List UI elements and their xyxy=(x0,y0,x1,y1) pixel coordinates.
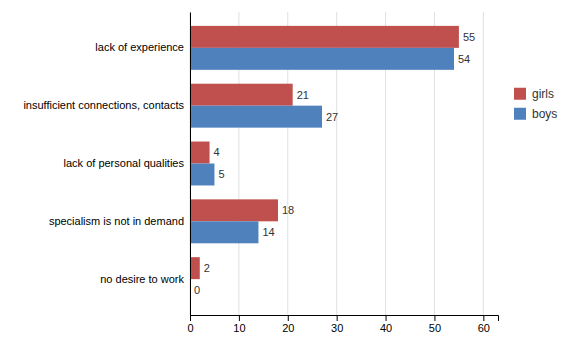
x-tick-label: 40 xyxy=(380,322,392,334)
x-tick: 50 xyxy=(429,315,441,334)
x-tick-label: 0 xyxy=(187,322,193,334)
x-tick-mark xyxy=(483,315,484,321)
bar xyxy=(190,199,278,221)
x-tick-mark xyxy=(288,315,289,321)
legend-label: girls xyxy=(532,87,554,101)
x-tick: 0 xyxy=(187,315,193,334)
bar xyxy=(190,48,454,70)
data-label: 21 xyxy=(297,89,309,101)
y-tick-label: lack of personal qualities xyxy=(64,157,185,169)
data-label: 54 xyxy=(458,53,470,65)
x-tick: 60 xyxy=(478,315,490,334)
y-tick: insufficient connections, contacts xyxy=(23,99,190,111)
bars xyxy=(190,26,459,279)
y-axis: lack of experience insufficient connectio… xyxy=(23,13,190,316)
x-tick-label: 30 xyxy=(331,322,343,334)
legend-item: boys xyxy=(514,107,557,121)
x-tick-label: 10 xyxy=(233,322,245,334)
data-label: 27 xyxy=(326,111,338,123)
data-label: 2 xyxy=(204,262,210,274)
bar xyxy=(190,257,200,279)
data-label: 4 xyxy=(214,146,220,158)
x-tick-mark xyxy=(434,315,435,321)
x-tick-label: 20 xyxy=(282,322,294,334)
y-tick-label: no desire to work xyxy=(100,273,184,285)
data-label: 0 xyxy=(194,284,200,296)
y-tick: specialism is not in demand xyxy=(49,215,190,227)
bar xyxy=(190,142,210,164)
y-tick-label: lack of experience xyxy=(95,41,184,53)
x-tick-mark xyxy=(386,315,387,321)
bar xyxy=(190,221,258,243)
x-tick-mark xyxy=(337,315,338,321)
y-tick-label: insufficient connections, contacts xyxy=(23,99,184,111)
data-labels: 2 18 4 21 55 0 14 5 27 54 xyxy=(194,31,475,296)
x-axis-line xyxy=(191,316,499,322)
series-bars xyxy=(190,48,454,243)
legend: girls boys xyxy=(514,87,557,121)
data-label: 5 xyxy=(218,168,224,180)
legend-swatch xyxy=(514,88,526,100)
grid-line xyxy=(483,12,484,315)
y-tick-label: specialism is not in demand xyxy=(49,215,184,227)
grid xyxy=(190,12,483,315)
bar xyxy=(190,164,214,186)
x-axis: 0 10 20 30 40 50 60 xyxy=(187,315,498,334)
x-tick-label: 60 xyxy=(478,322,490,334)
legend-label: boys xyxy=(532,107,557,121)
x-tick-label: 50 xyxy=(429,322,441,334)
grid-line xyxy=(190,12,191,315)
x-tick: 40 xyxy=(380,315,392,334)
data-label: 55 xyxy=(463,31,475,43)
legend-swatch xyxy=(514,108,526,120)
bar xyxy=(190,84,293,106)
data-label: 14 xyxy=(262,226,274,238)
x-tick-mark xyxy=(239,315,240,321)
legend-item: girls xyxy=(514,87,554,101)
series-bars xyxy=(190,26,459,279)
bar xyxy=(190,106,322,128)
data-label: 18 xyxy=(282,204,294,216)
chart: 2 18 4 21 55 0 14 5 27 54 0 10 20 30 40 50 60 lack of exp… xyxy=(0,0,588,345)
x-tick-mark xyxy=(190,315,191,321)
x-tick: 30 xyxy=(331,315,343,334)
y-tick: lack of experience xyxy=(95,41,190,53)
y-axis-line xyxy=(190,13,191,316)
y-tick: no desire to work xyxy=(100,273,190,285)
x-tick: 10 xyxy=(233,315,245,334)
plot: 2 18 4 21 55 0 14 5 27 54 0 10 20 30 40 50 60 lack of exp… xyxy=(23,12,498,334)
bar xyxy=(190,26,459,48)
x-tick: 20 xyxy=(282,315,294,334)
y-tick: lack of personal qualities xyxy=(64,157,190,169)
